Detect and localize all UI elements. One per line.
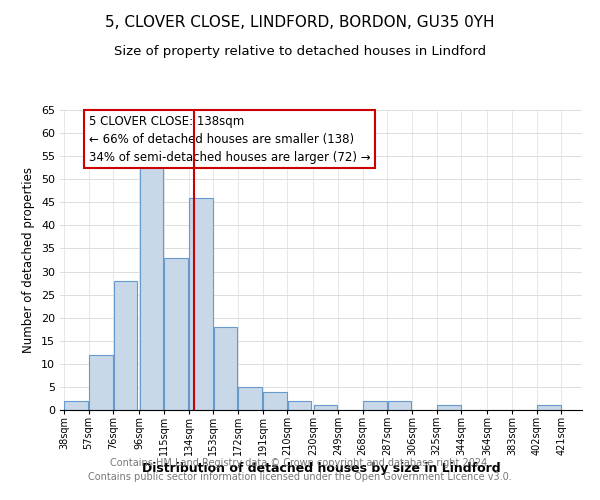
Bar	[363, 401, 387, 410]
Bar	[164, 258, 188, 410]
Bar	[89, 354, 113, 410]
Y-axis label: Number of detached properties: Number of detached properties	[22, 167, 35, 353]
Text: 5 CLOVER CLOSE: 138sqm
← 66% of detached houses are smaller (138)
34% of semi-de: 5 CLOVER CLOSE: 138sqm ← 66% of detached…	[89, 114, 370, 164]
Text: 5, CLOVER CLOSE, LINDFORD, BORDON, GU35 0YH: 5, CLOVER CLOSE, LINDFORD, BORDON, GU35 …	[105, 15, 495, 30]
X-axis label: Distribution of detached houses by size in Lindford: Distribution of detached houses by size …	[142, 462, 500, 475]
Bar	[114, 281, 137, 410]
Text: Size of property relative to detached houses in Lindford: Size of property relative to detached ho…	[114, 45, 486, 58]
Bar	[388, 401, 412, 410]
Bar	[238, 387, 262, 410]
Bar	[537, 406, 561, 410]
Bar	[214, 327, 238, 410]
Bar	[288, 401, 311, 410]
Bar	[437, 406, 461, 410]
Bar	[189, 198, 213, 410]
Bar	[314, 406, 337, 410]
Text: Contains public sector information licensed under the Open Government Licence v3: Contains public sector information licen…	[88, 472, 512, 482]
Bar	[64, 401, 88, 410]
Bar	[263, 392, 287, 410]
Text: Contains HM Land Registry data © Crown copyright and database right 2024.: Contains HM Land Registry data © Crown c…	[110, 458, 490, 468]
Bar	[140, 161, 163, 410]
